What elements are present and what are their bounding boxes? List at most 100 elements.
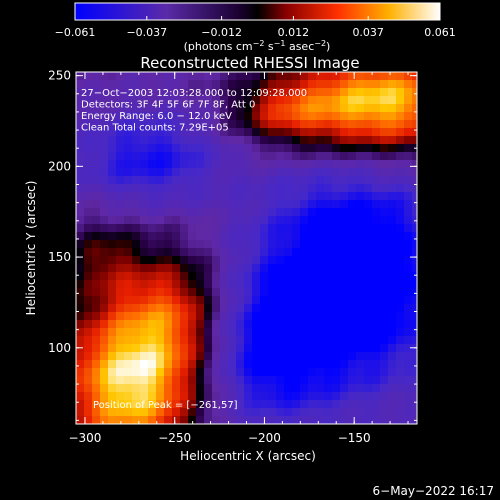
heatmap-cell	[236, 160, 245, 169]
heatmap-cell	[188, 288, 197, 297]
heatmap-cell	[332, 72, 341, 81]
heatmap-cell	[284, 344, 293, 353]
heatmap-cell	[116, 312, 125, 321]
heatmap-cell	[124, 120, 133, 129]
heatmap-cell	[212, 104, 221, 113]
heatmap-cell	[348, 368, 357, 377]
heatmap-cell	[396, 96, 405, 105]
heatmap-cell	[116, 128, 125, 137]
heatmap-cell	[108, 256, 117, 265]
heatmap-cell	[84, 160, 93, 169]
heatmap-cell	[292, 272, 301, 281]
heatmap-cell	[124, 136, 133, 145]
heatmap-cell	[156, 248, 165, 257]
heatmap-cell	[404, 288, 413, 297]
heatmap-cell	[332, 376, 341, 385]
heatmap-cell	[204, 88, 213, 97]
heatmap-cell	[220, 184, 229, 193]
heatmap-cell	[388, 320, 397, 329]
heatmap-cell	[116, 136, 125, 145]
heatmap-cell	[372, 344, 381, 353]
heatmap-cell	[396, 168, 405, 177]
heatmap-cell	[404, 360, 413, 369]
heatmap-cell	[236, 368, 245, 377]
heatmap-cell	[388, 352, 397, 361]
heatmap-cell	[300, 112, 309, 121]
heatmap-cell	[84, 368, 93, 377]
heatmap-cell	[236, 344, 245, 353]
heatmap-cell	[292, 160, 301, 169]
heatmap-cell	[388, 304, 397, 313]
heatmap-cell	[164, 192, 173, 201]
heatmap-cell	[284, 192, 293, 201]
heatmap-cell	[332, 192, 341, 201]
heatmap-cell	[388, 160, 397, 169]
heatmap-cell	[244, 128, 253, 137]
heatmap-cell	[324, 96, 333, 105]
heatmap-cell	[372, 144, 381, 153]
heatmap-cell	[76, 208, 85, 217]
heatmap-cell	[340, 72, 349, 81]
heatmap-cell	[276, 272, 285, 281]
heatmap-cell	[236, 136, 245, 145]
heatmap-cell	[212, 96, 221, 105]
heatmap-cell	[212, 72, 221, 81]
heatmap-cell	[124, 184, 133, 193]
heatmap-cell	[268, 120, 277, 129]
heatmap-cell	[412, 152, 418, 161]
heatmap-cell	[156, 304, 165, 313]
heatmap-cell	[332, 96, 341, 105]
heatmap-cell	[172, 288, 181, 297]
heatmap-cell	[156, 416, 165, 425]
heatmap-cell	[380, 160, 389, 169]
heatmap-cell	[276, 312, 285, 321]
heatmap-cell	[108, 344, 117, 353]
heatmap-cell	[308, 168, 317, 177]
heatmap-cell	[324, 256, 333, 265]
heatmap-cell	[212, 128, 221, 137]
heatmap-cell	[236, 216, 245, 225]
heatmap-cell	[380, 216, 389, 225]
heatmap-cell	[412, 120, 418, 129]
heatmap-cell	[396, 112, 405, 121]
heatmap-cell	[324, 304, 333, 313]
heatmap-cell	[220, 112, 229, 121]
heatmap-cell	[332, 408, 341, 417]
heatmap-cell	[268, 288, 277, 297]
heatmap-cell	[284, 392, 293, 401]
heatmap-cell	[220, 376, 229, 385]
heatmap-cell	[372, 80, 381, 89]
heatmap-cell	[260, 144, 269, 153]
heatmap-cell	[188, 392, 197, 401]
heatmap-cell	[164, 408, 173, 417]
heatmap-cell	[324, 176, 333, 185]
heatmap-cell	[372, 168, 381, 177]
heatmap-cell	[196, 152, 205, 161]
heatmap-cell	[204, 272, 213, 281]
heatmap-cell	[132, 176, 141, 185]
heatmap-cell	[164, 152, 173, 161]
heatmap-cell	[348, 400, 357, 409]
heatmap-cell	[284, 328, 293, 337]
heatmap-cell	[140, 416, 149, 425]
heatmap-cell	[108, 128, 117, 137]
heatmap-cell	[276, 224, 285, 233]
heatmap-cell	[220, 328, 229, 337]
heatmap-cell	[292, 192, 301, 201]
heatmap-cell	[124, 160, 133, 169]
heatmap-cell	[140, 240, 149, 249]
heatmap-cell	[244, 176, 253, 185]
heatmap-cell	[172, 304, 181, 313]
heatmap-cell	[412, 248, 418, 257]
heatmap-cell	[300, 368, 309, 377]
heatmap-cell	[108, 264, 117, 273]
heatmap-cell	[172, 400, 181, 409]
heatmap-cell	[188, 128, 197, 137]
heatmap-cell	[140, 352, 149, 361]
heatmap-cell	[116, 240, 125, 249]
heatmap-cell	[164, 128, 173, 137]
heatmap-cell	[84, 200, 93, 209]
heatmap-cell	[140, 328, 149, 337]
heatmap-cell	[324, 232, 333, 241]
heatmap-cell	[268, 280, 277, 289]
